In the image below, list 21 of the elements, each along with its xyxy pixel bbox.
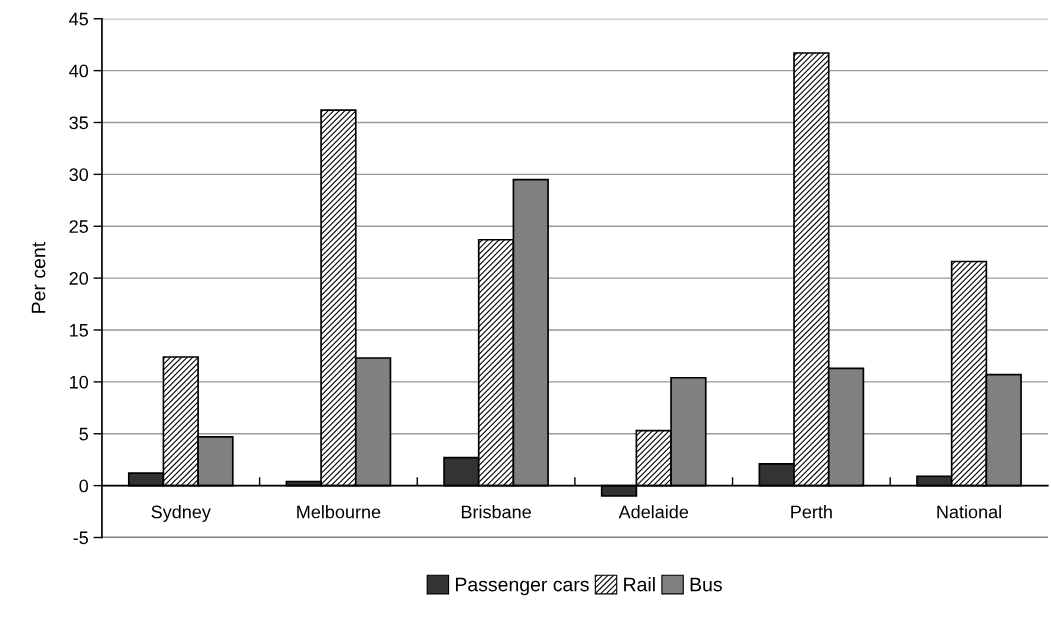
y-tick-label: 35 <box>69 116 88 130</box>
y-tick-label: 20 <box>69 272 89 285</box>
y-tick-label: 5 <box>79 427 88 441</box>
x-tick-label: Melbourne <box>297 505 381 519</box>
y-tick-label: 30 <box>69 168 89 182</box>
x-tick-label: Brisbane <box>461 505 531 519</box>
y-tick-label: 15 <box>70 324 88 337</box>
x-tick-label: National <box>937 505 1001 519</box>
y-tick-label: 40 <box>69 64 89 78</box>
y-axis-title: Per cent <box>31 242 46 313</box>
y-tick-label: -5 <box>73 531 88 545</box>
x-tick-label: Sydney <box>151 505 211 522</box>
x-tick-label: Perth <box>791 505 832 519</box>
y-tick-label: 45 <box>69 12 88 26</box>
y-tick-label: 10 <box>70 375 89 389</box>
x-tick-label: Adelaide <box>618 505 689 519</box>
legend-label: Bus <box>690 577 722 592</box>
y-tick-label: 25 <box>69 220 88 233</box>
legend-label: Rail <box>624 577 655 592</box>
y-tick-label: 0 <box>79 479 89 493</box>
legend-label: Passenger cars <box>456 577 589 596</box>
